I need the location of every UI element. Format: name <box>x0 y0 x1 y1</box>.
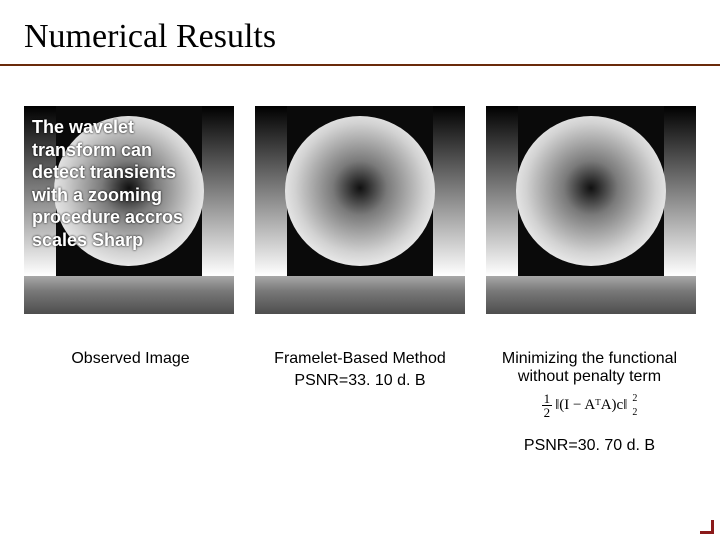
caption-line: Observed Image <box>18 350 243 368</box>
panel-band <box>24 276 234 314</box>
caption-psnr: PSNR=33. 10 d. B <box>248 372 473 390</box>
panel-framelet <box>255 106 465 336</box>
caption-line: Minimizing the functional <box>477 350 702 368</box>
gradient-column-left <box>24 106 56 276</box>
caption-minimize: Minimizing the functional without penalt… <box>477 350 702 455</box>
title-area: Numerical Results <box>0 0 720 66</box>
fraction-num: 1 <box>542 392 553 406</box>
fraction-den: 2 <box>542 406 553 419</box>
panel-observed: The wavelet transform can detect transie… <box>24 106 234 336</box>
norm-sup: 2 <box>632 393 637 404</box>
captions-row: Observed Image Framelet-Based Method PSN… <box>0 336 720 455</box>
gradient-column-right <box>202 106 234 276</box>
norm-body: ‖(I − AᵀA)c‖ <box>555 397 627 413</box>
panel-sphere <box>516 116 666 266</box>
corner-accent-icon <box>696 516 714 534</box>
functional-formula: 1 2 ‖(I − AᵀA)c‖ 2 2 <box>542 392 638 419</box>
panel-band <box>486 276 696 314</box>
gradient-column-left <box>486 106 518 276</box>
caption-line: Framelet-Based Method <box>248 350 473 368</box>
norm-expr: ‖(I − AᵀA)c‖ 2 2 <box>555 397 637 414</box>
panel-sphere <box>54 116 204 266</box>
panel-band <box>255 276 465 314</box>
norm-sub: 2 <box>632 407 637 418</box>
panels-row: The wavelet transform can detect transie… <box>0 66 720 336</box>
caption-framelet: Framelet-Based Method PSNR=33. 10 d. B <box>248 350 473 455</box>
gradient-column-right <box>433 106 465 276</box>
slide-title: Numerical Results <box>24 18 696 56</box>
gradient-column-left <box>255 106 287 276</box>
caption-psnr: PSNR=30. 70 d. B <box>477 437 702 455</box>
fraction-half: 1 2 <box>542 392 553 419</box>
caption-observed: Observed Image <box>18 350 243 455</box>
panel-minimize <box>486 106 696 336</box>
caption-line: without penalty term <box>477 368 702 386</box>
gradient-column-right <box>664 106 696 276</box>
panel-sphere <box>285 116 435 266</box>
